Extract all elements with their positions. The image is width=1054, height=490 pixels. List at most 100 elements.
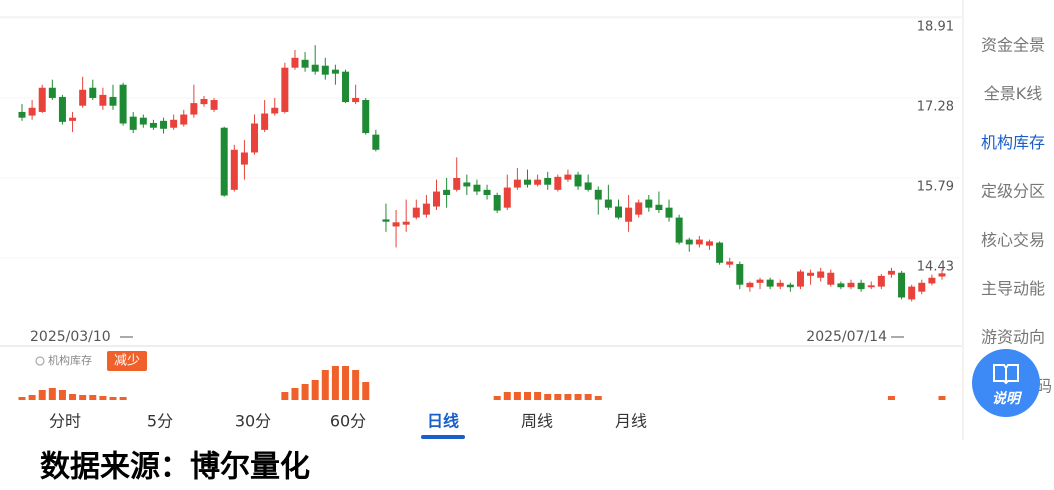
- candle-body: [342, 71, 350, 103]
- badge-text: 减少: [114, 354, 140, 369]
- tab-underline: [421, 435, 465, 439]
- candle-body: [665, 207, 673, 218]
- candle-body: [705, 241, 713, 246]
- candle-body: [675, 217, 683, 243]
- inventory-bar: [938, 396, 946, 400]
- inventory-bar: [109, 397, 117, 400]
- side-menu-item[interactable]: 核心交易: [981, 230, 1045, 249]
- candle-body: [38, 87, 46, 112]
- inventory-bar: [38, 390, 46, 400]
- side-menu-item[interactable]: 游资动向: [981, 328, 1045, 347]
- candle-body: [604, 199, 612, 208]
- candle-body: [230, 149, 238, 190]
- candle-body: [210, 100, 218, 110]
- side-menu-item[interactable]: 定级分区: [981, 182, 1045, 201]
- candle-body: [554, 176, 562, 190]
- candle-body: [271, 107, 279, 114]
- candle-body: [18, 111, 26, 118]
- side-menu-item[interactable]: 码: [1036, 376, 1052, 395]
- candle-body: [301, 59, 309, 68]
- side-menu-item[interactable]: 全景K线: [984, 84, 1043, 103]
- candle-body: [503, 187, 511, 208]
- tab[interactable]: 30分: [235, 412, 271, 431]
- inventory-bar: [79, 395, 87, 400]
- inventory-bar: [99, 396, 107, 400]
- candle-body: [867, 285, 875, 288]
- candle-body: [776, 282, 784, 287]
- inventory-bar: [352, 370, 360, 400]
- inventory-bar: [311, 380, 319, 400]
- candle-body: [473, 184, 481, 192]
- candle-body: [564, 174, 572, 180]
- candle-body: [48, 87, 56, 98]
- tab[interactable]: 60分: [330, 412, 366, 431]
- help-button[interactable]: 说明: [972, 349, 1040, 417]
- candle-body: [695, 239, 703, 245]
- candle-body: [240, 152, 248, 165]
- side-menu-item[interactable]: 主导动能: [981, 279, 1045, 298]
- inventory-bar: [58, 390, 66, 400]
- candle-body: [635, 202, 643, 215]
- candle-body: [857, 282, 865, 290]
- inventory-bar: [362, 382, 370, 400]
- candle-body: [716, 242, 724, 263]
- badge: [107, 351, 147, 371]
- inventory-bar: [534, 392, 542, 400]
- inventory-bar: [48, 388, 56, 400]
- candle-body: [170, 119, 178, 128]
- side-menu-item[interactable]: 机构库存: [981, 133, 1045, 152]
- candle-body: [817, 271, 825, 278]
- help-text[interactable]: 说明: [992, 390, 1023, 407]
- candle-body: [149, 122, 157, 128]
- candle-body: [281, 67, 289, 112]
- candle-body: [291, 57, 299, 68]
- candle-body: [453, 177, 461, 190]
- inventory-bar: [503, 392, 511, 400]
- inventory-bar: [301, 384, 309, 400]
- inventory-bar: [331, 366, 339, 400]
- inventory-bar: [544, 394, 552, 400]
- tab[interactable]: 分时: [49, 412, 81, 431]
- candle-body: [746, 282, 754, 288]
- y-tick-label: 14.43: [917, 259, 954, 274]
- candle-body: [837, 283, 845, 288]
- candle-body: [392, 222, 400, 227]
- candle-body: [786, 284, 794, 288]
- candle-body: [614, 206, 622, 218]
- candle-body: [99, 94, 107, 106]
- candle-body: [513, 179, 521, 188]
- tab[interactable]: 日线: [427, 412, 459, 431]
- candle-body: [362, 100, 370, 134]
- candle-body: [352, 97, 360, 103]
- kline-chart: 18.91 17.28 15.79 14.43 2025/03/10 2025/07/14: [0, 17, 960, 345]
- candle-body: [938, 273, 946, 277]
- candle-body: [796, 271, 804, 287]
- tab[interactable]: 月线: [615, 412, 647, 431]
- candle-body: [898, 272, 906, 298]
- candle-body: [483, 189, 491, 195]
- candle-body: [58, 96, 66, 122]
- tab[interactable]: 5分: [147, 412, 173, 431]
- inventory-bar: [594, 396, 602, 400]
- candle-body: [807, 272, 815, 276]
- x-date-label: 2025/03/10: [30, 329, 111, 345]
- candle-body: [847, 282, 855, 288]
- candle-body: [382, 219, 390, 222]
- gear-icon: [35, 356, 45, 366]
- inventory-bar: [887, 396, 895, 400]
- candle-body: [463, 182, 471, 187]
- side-menu-item[interactable]: 资金全景: [981, 36, 1045, 55]
- candle-body: [331, 69, 339, 74]
- candle-body: [736, 264, 744, 285]
- y-tick-label: 18.91: [917, 20, 954, 35]
- tab[interactable]: 周线: [521, 412, 553, 431]
- inventory-bar: [574, 394, 582, 400]
- y-tick-label: 17.28: [917, 99, 954, 114]
- inventory-bar: [564, 394, 572, 400]
- candle-body: [645, 199, 653, 208]
- inventory-bar: [69, 394, 77, 400]
- inventory-bar: [321, 370, 329, 400]
- footer: 数据来源：博尔量化: [40, 450, 310, 485]
- inventory-bar: [281, 392, 289, 400]
